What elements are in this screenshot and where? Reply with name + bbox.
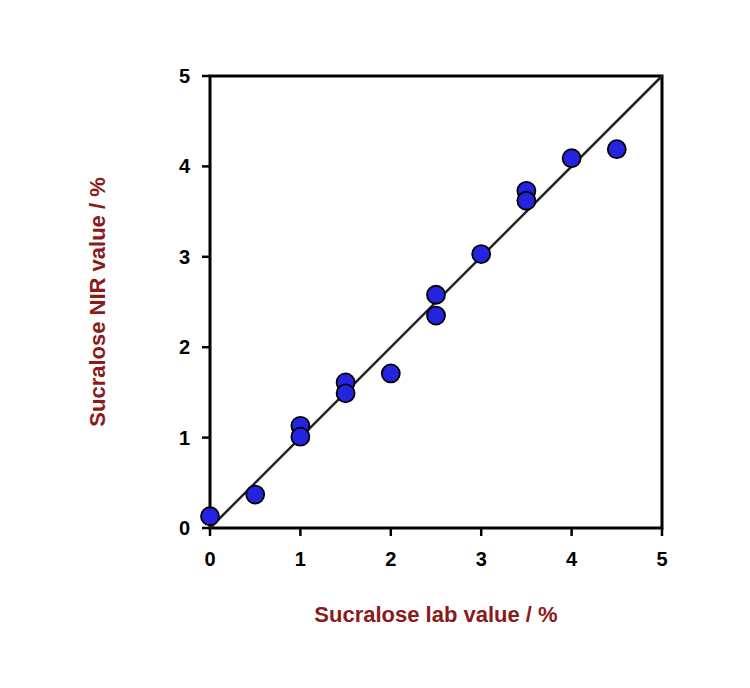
data-point xyxy=(517,192,535,210)
x-tick xyxy=(480,528,483,536)
x-tick-label: 4 xyxy=(566,548,578,570)
data-point xyxy=(472,245,490,263)
reference-line xyxy=(210,76,662,528)
y-tick-label: 0 xyxy=(179,517,190,539)
chart: 0 1 2 3 4 5 0 1 2 3 4 5 Sucralose lab value / % Sucra… xyxy=(0,0,750,688)
y-tick-label: 2 xyxy=(179,336,190,358)
data-point xyxy=(427,307,445,325)
y-tick xyxy=(202,346,210,349)
data-point xyxy=(246,486,264,504)
y-tick xyxy=(202,165,210,168)
data-point xyxy=(608,140,626,158)
y-tick-label: 1 xyxy=(179,427,190,449)
x-tick xyxy=(390,528,393,536)
x-tick-label: 1 xyxy=(295,548,306,570)
y-tick xyxy=(202,527,210,530)
x-tick-label: 5 xyxy=(656,548,667,570)
data-point xyxy=(291,428,309,446)
x-tick xyxy=(661,528,664,536)
y-tick-label: 3 xyxy=(179,246,190,268)
y-tick xyxy=(202,75,210,78)
x-tick-label: 2 xyxy=(385,548,396,570)
plot-area xyxy=(201,76,662,528)
data-point xyxy=(337,384,355,402)
data-point xyxy=(563,149,581,167)
x-tick xyxy=(570,528,573,536)
x-tick-label: 3 xyxy=(476,548,487,570)
y-tick-label: 5 xyxy=(179,65,190,87)
data-point xyxy=(382,364,400,382)
y-tick-label: 4 xyxy=(179,155,191,177)
x-tick xyxy=(299,528,302,536)
x-tick-label: 0 xyxy=(204,548,215,570)
y-tick xyxy=(202,256,210,259)
y-tick xyxy=(202,436,210,439)
x-axis-label: Sucralose lab value / % xyxy=(314,602,557,627)
data-point xyxy=(201,507,219,525)
y-axis-label: Sucralose NIR value / % xyxy=(85,177,110,426)
plot-frame xyxy=(210,76,662,528)
data-point xyxy=(427,286,445,304)
